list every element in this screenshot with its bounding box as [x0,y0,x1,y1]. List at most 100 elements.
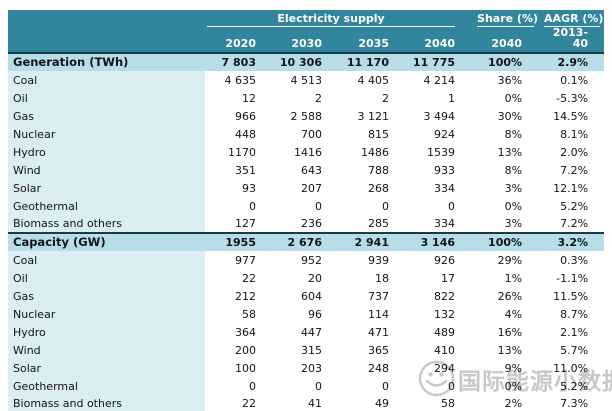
section-value-cell: 3 146 [405,232,472,251]
value-cell: 977 [205,251,272,269]
value-cell: 447 [272,323,338,341]
section-value-cell: 100% [471,232,539,251]
value-cell: 7.2% [538,215,605,233]
value-cell: 0 [338,197,405,215]
value-cell: 0 [338,377,405,395]
value-cell: 11.0% [538,359,605,377]
value-cell: 30% [471,107,539,125]
value-cell: 7.2% [538,161,605,179]
value-cell: 1 [405,89,472,107]
section-value-cell: 100% [471,52,539,71]
value-cell: 248 [338,359,405,377]
value-cell: 364 [205,323,272,341]
value-cell: 643 [272,161,338,179]
value-cell: 0 [272,197,338,215]
section-label: Capacity (GW) [8,232,205,251]
col-header-2035: 2035 [338,27,405,53]
table-row: Coal 977 952 939 926 29% 0.3% [8,251,605,269]
row-label: Wind [8,161,205,179]
table-row: Biomass and others 127 236 285 334 3% 7.2% [8,215,605,233]
value-cell: 14.5% [538,107,605,125]
value-cell: 2 [272,89,338,107]
value-cell: 13% [471,143,539,161]
value-cell: 2% [471,395,539,411]
table-row: Oil 22 20 18 17 1% -1.1% [8,269,605,287]
table-row: Solar 100 203 248 294 9% 11.0% [8,359,605,377]
value-cell: 966 [205,107,272,125]
row-label: Coal [8,251,205,269]
value-cell: 12.1% [538,179,605,197]
value-cell: 0 [205,197,272,215]
value-cell: 200 [205,341,272,359]
value-cell: 203 [272,359,338,377]
value-cell: 5.2% [538,197,605,215]
header-corner [8,27,205,53]
table-row: Geothermal 0 0 0 0 0% 5.2% [8,377,605,395]
value-cell: 0% [471,197,539,215]
row-label: Hydro [8,143,205,161]
table-row: Wind 200 315 365 410 13% 5.7% [8,341,605,359]
value-cell: 815 [338,125,405,143]
value-cell: 236 [272,215,338,233]
value-cell: 822 [405,287,472,305]
value-cell: 2.0% [538,143,605,161]
value-cell: 5.2% [538,377,605,395]
value-cell: 410 [405,341,472,359]
value-cell: 41 [272,395,338,411]
table-row: Gas 212 604 737 822 26% 11.5% [8,287,605,305]
value-cell: 22 [205,395,272,411]
value-cell: -5.3% [538,89,605,107]
value-cell: 4 405 [338,71,405,89]
table-row: Oil 12 2 2 1 0% -5.3% [8,89,605,107]
value-cell: 114 [338,305,405,323]
value-cell: 22 [205,269,272,287]
value-cell: 13% [471,341,539,359]
value-cell: -1.1% [538,269,605,287]
header-group-row: Electricity supply Share (%) AAGR (%) [8,10,605,27]
section-row: Capacity (GW) 1955 2 676 2 941 3 146 100% 3.2% [8,232,605,251]
value-cell: 16% [471,323,539,341]
value-cell: 294 [405,359,472,377]
row-label: Solar [8,179,205,197]
col-header-share-2040: 2040 [471,27,539,53]
value-cell: 12 [205,89,272,107]
value-cell: 0% [471,377,539,395]
value-cell: 132 [405,305,472,323]
value-cell: 268 [338,179,405,197]
value-cell: 212 [205,287,272,305]
value-cell: 93 [205,179,272,197]
section-value-cell: 2.9% [538,52,605,71]
value-cell: 0 [205,377,272,395]
value-cell: 58 [405,395,472,411]
value-cell: 4 513 [272,71,338,89]
value-cell: 3% [471,179,539,197]
value-cell: 58 [205,305,272,323]
value-cell: 0.1% [538,71,605,89]
table-row: Nuclear 58 96 114 132 4% 8.7% [8,305,605,323]
value-cell: 11.5% [538,287,605,305]
value-cell: 1416 [272,143,338,161]
electricity-supply-group-header: Electricity supply [207,13,456,27]
row-label: Nuclear [8,125,205,143]
share-group-header: Share (%) [477,12,538,27]
row-label: Solar [8,359,205,377]
col-header-2020: 2020 [205,27,272,53]
value-cell: 471 [338,323,405,341]
value-cell: 0 [405,377,472,395]
value-cell: 952 [272,251,338,269]
table-row: Geothermal 0 0 0 0 0% 5.2% [8,197,605,215]
value-cell: 365 [338,341,405,359]
value-cell: 737 [338,287,405,305]
section-value-cell: 11 775 [405,52,472,71]
value-cell: 700 [272,125,338,143]
value-cell: 100 [205,359,272,377]
col-header-2013-40: 2013-40 [538,27,605,53]
table-row: Hydro 364 447 471 489 16% 2.1% [8,323,605,341]
col-header-2040: 2040 [405,27,472,53]
value-cell: 933 [405,161,472,179]
value-cell: 4 635 [205,71,272,89]
value-cell: 0 [272,377,338,395]
table-row: Biomass and others 22 41 49 58 2% 7.3% [8,395,605,411]
value-cell: 17 [405,269,472,287]
